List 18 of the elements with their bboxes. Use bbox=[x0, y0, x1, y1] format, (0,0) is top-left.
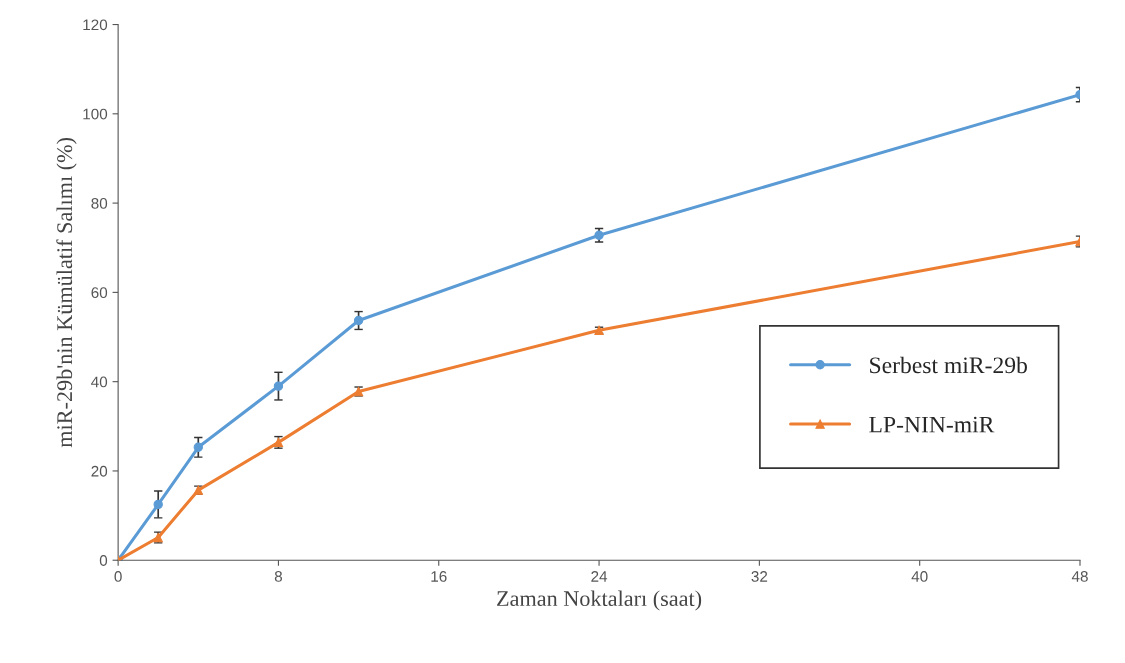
x-tick-label: 0 bbox=[114, 571, 122, 582]
x-tick-label: 32 bbox=[751, 571, 768, 582]
y-axis-title: miR-29b'nin Kümülatif Salımı (%) bbox=[56, 137, 77, 448]
x-tick-label: 48 bbox=[1071, 571, 1088, 582]
y-tick-label: 100 bbox=[83, 108, 108, 120]
x-tick-label: 8 bbox=[274, 571, 283, 582]
y-tick-label: 40 bbox=[91, 376, 108, 388]
y-tick-label: 0 bbox=[99, 555, 108, 566]
y-tick-label: 60 bbox=[91, 287, 108, 299]
legend-label: Serbest miR-29b bbox=[870, 356, 1027, 374]
y-tick-label: 20 bbox=[91, 465, 108, 477]
y-tick-label: 80 bbox=[91, 197, 108, 209]
y-tick-label: 120 bbox=[83, 19, 108, 31]
x-axis-title: Zaman Noktaları (saat) bbox=[497, 590, 702, 611]
legend-label: LP-NIN-miR bbox=[869, 416, 995, 433]
x-tick-label: 24 bbox=[591, 571, 608, 582]
x-tick-label: 16 bbox=[431, 571, 447, 582]
x-tick-label: 40 bbox=[911, 571, 928, 582]
